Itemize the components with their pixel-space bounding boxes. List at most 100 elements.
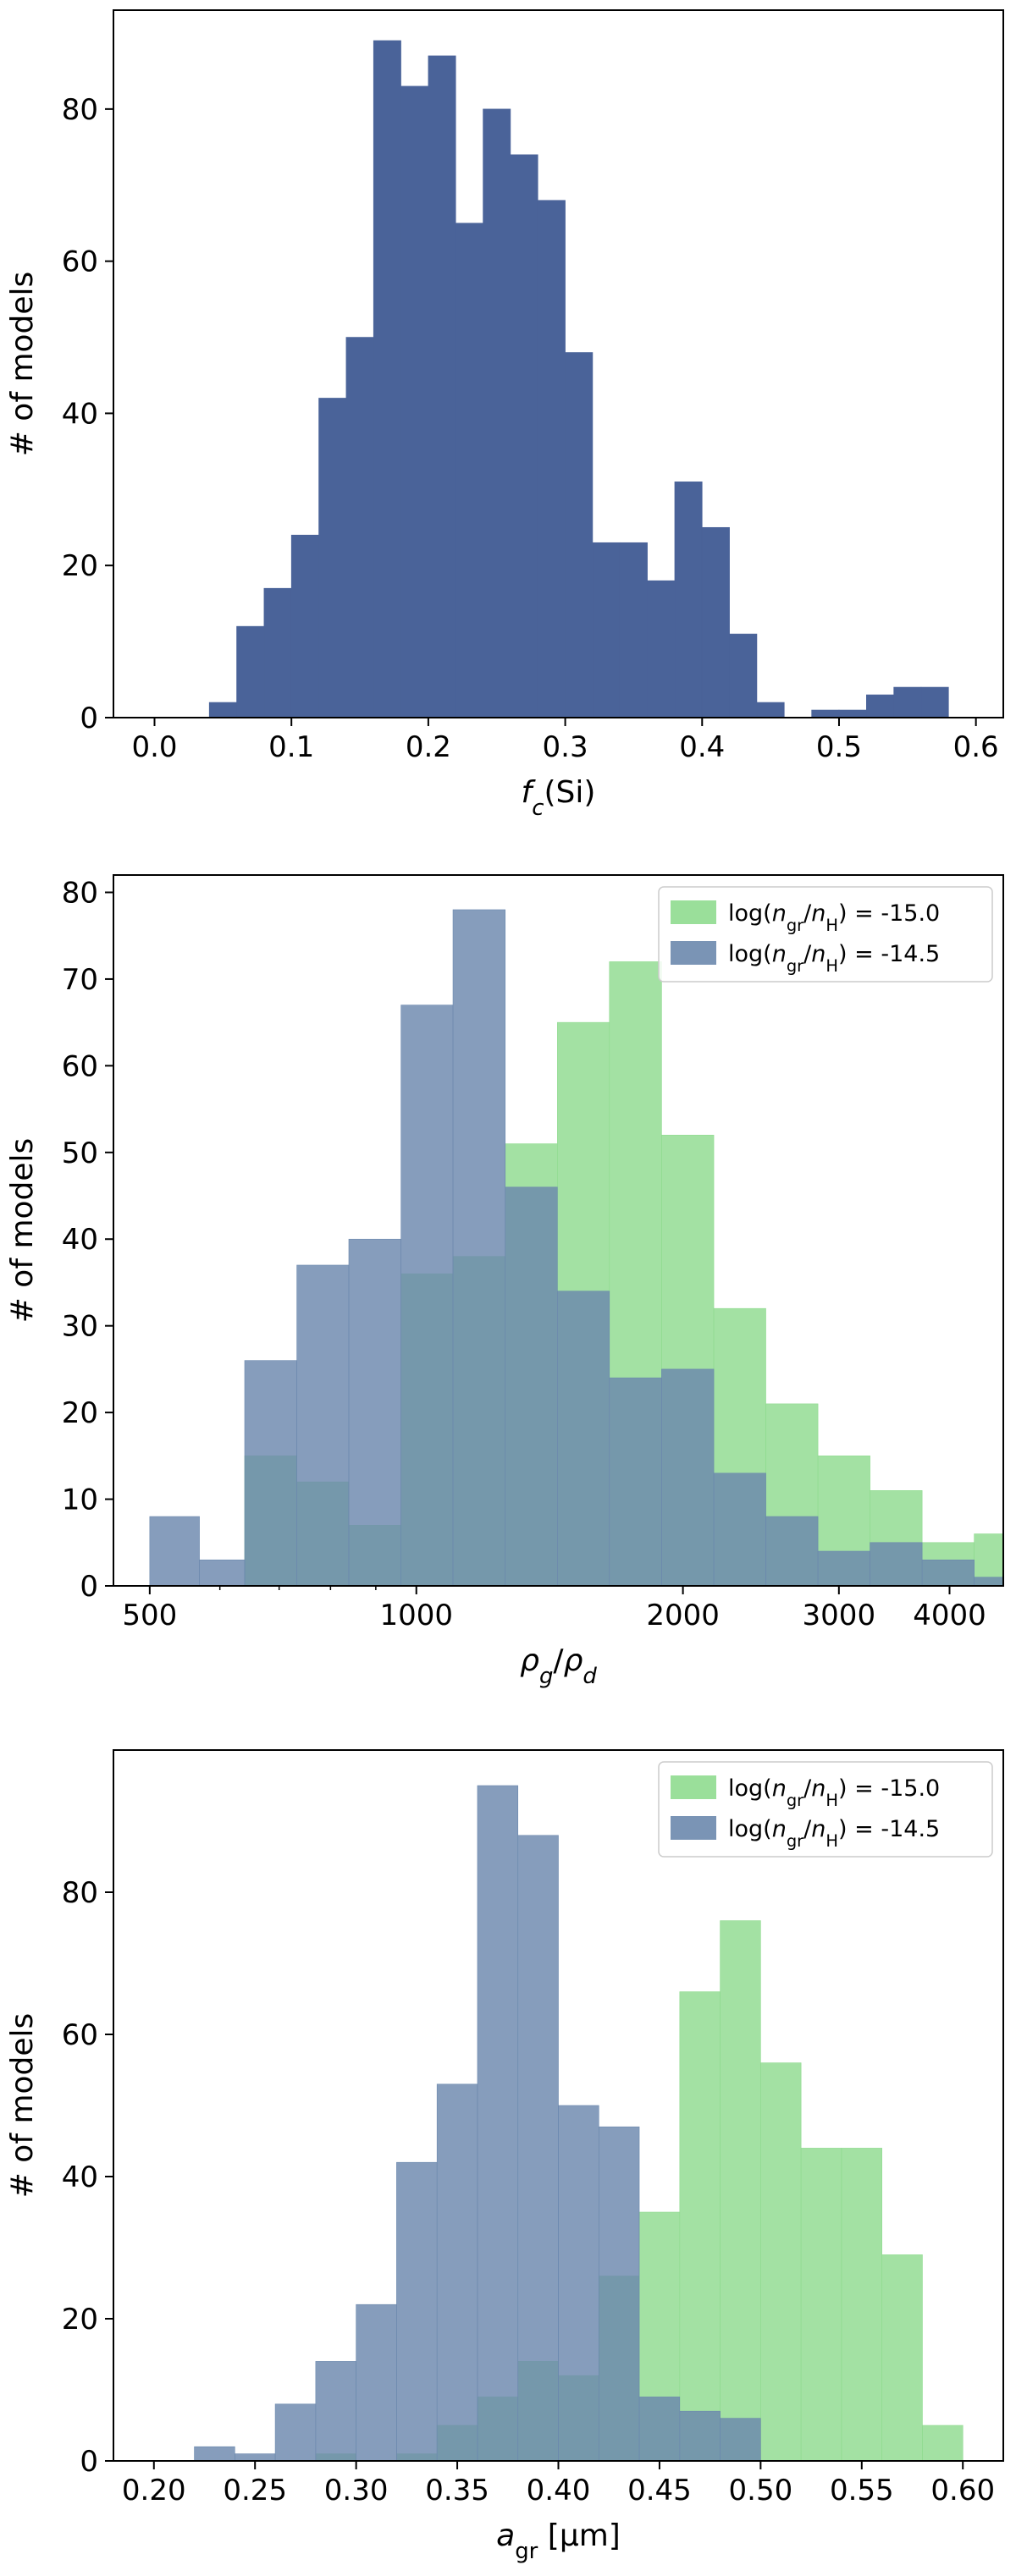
histogram-bar bbox=[318, 398, 347, 718]
y-tick-label: 10 bbox=[62, 1483, 98, 1517]
x-tick-label: 500 bbox=[122, 1599, 177, 1632]
histogram-bar bbox=[477, 1785, 519, 2462]
y-tick-label: 20 bbox=[62, 549, 98, 583]
histogram-grain-size: 0.20 0.25 0.30 0.35 0.40 0.45 0.50 0.55 0.60 0 20 4… bbox=[5, 1749, 1004, 2564]
y-tick-label: 70 bbox=[62, 963, 98, 997]
series-0-bars bbox=[208, 40, 949, 718]
histogram-bar bbox=[436, 2083, 478, 2462]
histogram-bar bbox=[400, 1005, 454, 1587]
legend-label: log(ngr/nH) = -14.5 bbox=[728, 941, 940, 976]
histogram-bar bbox=[565, 352, 594, 718]
histogram-gas-to-dust-ratio: 500 1000 2000 3000 4000 0 10 20 30 40 50 60 70 80 ρg/ρ… bbox=[5, 874, 1004, 1689]
histogram-bar bbox=[756, 702, 785, 718]
histogram-bar bbox=[760, 2062, 802, 2462]
y-axis-label: # of models bbox=[5, 2013, 40, 2199]
y-tick-label: 20 bbox=[62, 1396, 98, 1430]
histogram-bar bbox=[701, 526, 730, 718]
histogram-bar bbox=[348, 1238, 401, 1587]
x-tick-label: 0.55 bbox=[830, 2474, 894, 2507]
histogram-bar bbox=[765, 1516, 819, 1587]
histogram-bar bbox=[244, 1360, 297, 1587]
histogram-bar bbox=[674, 482, 703, 718]
x-tick-label: 0.2 bbox=[406, 730, 451, 764]
histogram-bar bbox=[345, 337, 374, 718]
histogram-bar bbox=[274, 2403, 317, 2462]
y-tick-label: 60 bbox=[62, 1049, 98, 1083]
histogram-bar bbox=[921, 1559, 975, 1587]
y-axis-label: # of models bbox=[5, 272, 40, 457]
legend-swatch bbox=[671, 1775, 716, 1799]
x-tick-label: 0.40 bbox=[527, 2474, 591, 2507]
x-tick-label: 4000 bbox=[913, 1599, 986, 1632]
y-tick-label: 40 bbox=[62, 397, 98, 431]
x-tick-label: 0.3 bbox=[543, 730, 588, 764]
histogram-bar bbox=[235, 2453, 276, 2462]
chart-panel-gas-to-dust: 500 1000 2000 3000 4000 0 10 20 30 40 50 60 70 80 ρg/ρ… bbox=[0, 855, 1016, 1701]
histogram-bar bbox=[841, 2148, 882, 2462]
histogram-bar bbox=[720, 1920, 761, 2462]
histogram-fc-si: 0.0 0.1 0.2 0.3 0.4 0.5 0.6 0 20 40 60 80 fc(Si) # of… bbox=[5, 9, 1004, 821]
histogram-bar bbox=[713, 1472, 766, 1587]
y-tick-label: 0 bbox=[80, 2445, 98, 2479]
x-tick-label: 0.20 bbox=[122, 2474, 186, 2507]
histogram-bar bbox=[619, 542, 648, 718]
series-1-bars bbox=[149, 909, 1004, 1587]
histogram-bar bbox=[396, 2161, 438, 2462]
y-tick-label: 0 bbox=[80, 702, 98, 735]
legend-swatch bbox=[671, 900, 716, 924]
x-tick-label: 0.1 bbox=[268, 730, 314, 764]
legend: log(ngr/nH) = -15.0 log(ngr/nH) = -14.5 bbox=[658, 1761, 993, 1858]
x-axis-label: fc(Si) bbox=[522, 775, 596, 821]
histogram-bar bbox=[881, 2254, 923, 2462]
histogram-bar bbox=[893, 686, 922, 718]
histogram-bar bbox=[720, 2418, 761, 2462]
histogram-bar bbox=[517, 1835, 559, 2462]
histogram-bar bbox=[647, 580, 676, 718]
y-tick-label: 80 bbox=[62, 876, 98, 910]
histogram-bar bbox=[558, 2105, 599, 2462]
histogram-bar bbox=[455, 223, 483, 718]
histogram-bar bbox=[483, 108, 511, 718]
x-tick-label: 0.4 bbox=[679, 730, 725, 764]
x-tick-label: 3000 bbox=[803, 1599, 876, 1632]
x-tick-label: 0.50 bbox=[729, 2474, 793, 2507]
histogram-bar bbox=[679, 1991, 721, 2462]
histogram-bar bbox=[452, 909, 506, 1587]
histogram-bar bbox=[236, 625, 265, 718]
histogram-bar bbox=[922, 2425, 964, 2462]
axes-frame bbox=[113, 874, 1004, 1587]
histogram-bar bbox=[811, 709, 840, 718]
histogram-bar bbox=[356, 2304, 397, 2462]
histogram-bar bbox=[661, 1368, 715, 1587]
y-tick-label: 40 bbox=[62, 1223, 98, 1257]
histogram-bar bbox=[609, 1377, 662, 1587]
y-tick-label: 80 bbox=[62, 1876, 98, 1910]
legend: log(ngr/nH) = -15.0 log(ngr/nH) = -14.5 bbox=[658, 886, 993, 983]
legend-swatch bbox=[671, 1816, 716, 1840]
legend-label: log(ngr/nH) = -14.5 bbox=[728, 1816, 940, 1851]
histogram-bar bbox=[296, 1264, 350, 1587]
y-tick-label: 30 bbox=[62, 1310, 98, 1344]
x-tick-label: 0.45 bbox=[627, 2474, 692, 2507]
histogram-bar bbox=[679, 2410, 721, 2462]
y-tick-label: 0 bbox=[80, 1570, 98, 1604]
histogram-bar bbox=[428, 55, 456, 718]
x-tick-label: 0.35 bbox=[425, 2474, 489, 2507]
histogram-bar bbox=[149, 1516, 200, 1587]
legend-swatch bbox=[671, 941, 716, 965]
histogram-bar bbox=[817, 1550, 870, 1587]
histogram-bar bbox=[400, 85, 429, 718]
legend-box bbox=[658, 886, 993, 983]
histogram-bar bbox=[373, 40, 401, 718]
histogram-bar bbox=[263, 587, 292, 718]
y-tick-label: 60 bbox=[62, 245, 98, 279]
y-tick-label: 50 bbox=[62, 1137, 98, 1170]
histogram-bar bbox=[638, 2397, 681, 2462]
histogram-bar bbox=[557, 1291, 610, 1587]
histogram-bar bbox=[920, 686, 949, 718]
series-1-bars bbox=[194, 1785, 761, 2462]
axes-frame bbox=[113, 9, 1004, 718]
y-tick-label: 60 bbox=[62, 2018, 98, 2052]
x-tick-label: 0.30 bbox=[324, 2474, 389, 2507]
x-tick-label: 0.5 bbox=[816, 730, 862, 764]
